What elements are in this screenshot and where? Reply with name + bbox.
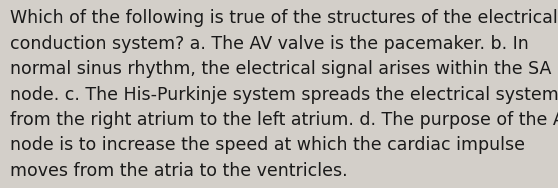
Text: normal sinus rhythm, the electrical signal arises within the SA: normal sinus rhythm, the electrical sign… — [10, 60, 551, 78]
Text: node is to increase the speed at which the cardiac impulse: node is to increase the speed at which t… — [10, 136, 525, 154]
Text: Which of the following is true of the structures of the electrical: Which of the following is true of the st… — [10, 9, 558, 27]
Text: from the right atrium to the left atrium. d. The purpose of the AV: from the right atrium to the left atrium… — [10, 111, 558, 129]
Text: conduction system? a. The AV valve is the pacemaker. b. In: conduction system? a. The AV valve is th… — [10, 35, 529, 53]
Text: moves from the atria to the ventricles.: moves from the atria to the ventricles. — [10, 162, 348, 180]
Text: node. c. The His-Purkinje system spreads the electrical system: node. c. The His-Purkinje system spreads… — [10, 86, 558, 104]
